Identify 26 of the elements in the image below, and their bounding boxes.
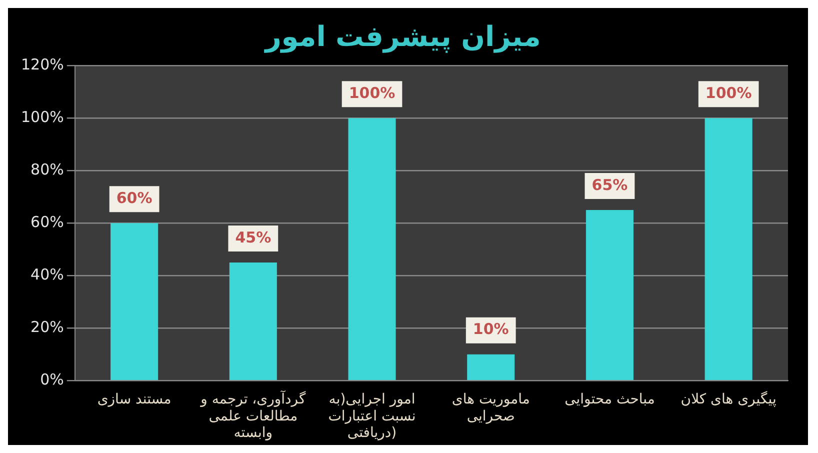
y-tick-label: 100%	[20, 108, 64, 126]
data-label: 65%	[592, 176, 628, 194]
x-tick-label: امور اجرایی(به نسبت اعتبارات دریافتی)	[328, 392, 416, 442]
x-tick-label: مباحث محتوایی	[564, 392, 655, 408]
chart-title: میزان پیشرفت امور	[263, 20, 541, 54]
data-label: 100%	[705, 84, 752, 102]
data-label: 10%	[472, 320, 509, 338]
bar	[229, 262, 277, 380]
y-tick-label: 80%	[30, 160, 64, 178]
y-tick-label: 120%	[20, 55, 64, 74]
bar	[467, 354, 515, 380]
data-label: 60%	[116, 188, 152, 207]
y-tick-label: 60%	[30, 212, 64, 231]
y-tick-label: 0%	[40, 370, 64, 388]
data-label: 100%	[348, 84, 396, 102]
x-tick-label: پیگیری های کلان	[680, 390, 776, 408]
x-tick-label: ماموریت های صحرایی	[452, 392, 530, 424]
data-label: 45%	[235, 228, 272, 246]
y-tick-label: 40%	[30, 265, 64, 284]
bar	[586, 210, 634, 380]
bar	[704, 118, 752, 380]
x-tick-label: مستند سازی	[97, 392, 172, 408]
bar	[110, 223, 158, 380]
bar	[348, 118, 396, 380]
y-tick-label: 20%	[30, 318, 64, 336]
x-tick-label: گردآوری، ترجمه و مطالعات علمی وابسته	[200, 390, 306, 442]
